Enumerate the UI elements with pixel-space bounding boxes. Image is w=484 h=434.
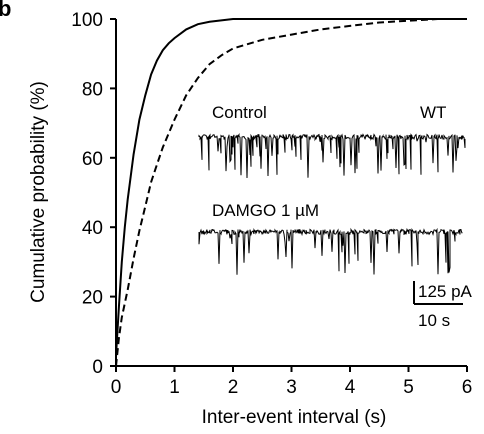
y-tick-label: 60 [82,149,103,170]
y-tick-label: 40 [82,218,103,239]
y-tick-label: 0 [92,357,103,378]
x-tick-label: 2 [228,377,239,398]
axes: 0 20 40 60 80 100 0 1 2 3 4 5 6 [71,10,472,398]
panel-letter: b [0,0,11,21]
inset-damgo-label: DAMGO 1 µM [212,201,319,220]
y-ticks: 0 20 40 60 80 100 [71,10,116,378]
x-tick-label: 3 [286,377,297,398]
y-tick-label: 80 [82,79,103,100]
control-cumulative-line [115,18,467,356]
scale-bar-current-label: 125 pA [418,282,473,301]
y-axis-label: Cumulative probability (%) [28,81,49,303]
inset-traces: Control WT DAMGO 1 µM 125 pA 10 s [198,103,473,330]
x-tick-label: 4 [345,377,356,398]
x-tick-label: 6 [462,377,473,398]
x-tick-label: 5 [403,377,414,398]
scale-bar: 125 pA 10 s [413,281,473,330]
control-trace [198,133,466,179]
x-tick-label: 0 [111,377,122,398]
damgo-trace [198,227,463,275]
x-ticks: 0 1 2 3 4 5 6 [111,366,473,398]
inset-genotype-label: WT [420,103,446,122]
x-axis-label: Inter-event interval (s) [202,407,387,428]
damgo-cumulative-line [115,18,467,367]
scale-bar-time-label: 10 s [418,311,450,330]
x-tick-label: 1 [169,377,180,398]
series-layer [115,18,467,367]
inset-control-label: Control [212,103,267,122]
y-tick-label: 100 [71,10,103,31]
y-tick-label: 20 [82,288,103,309]
